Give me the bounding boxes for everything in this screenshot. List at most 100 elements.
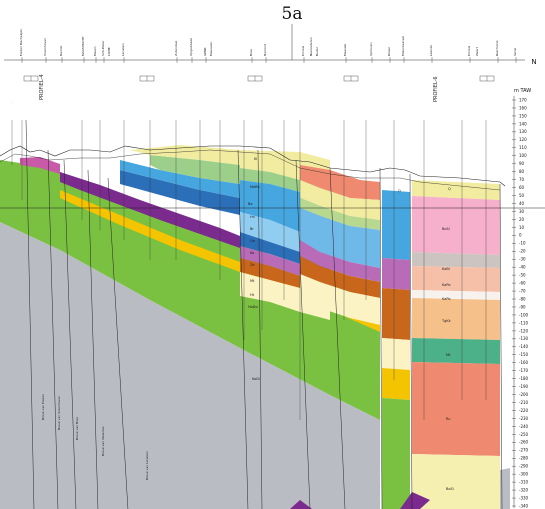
fault-label: Breuk van Eisden bbox=[41, 394, 45, 420]
depth-tick-label: -210 bbox=[519, 400, 529, 405]
layer-code: BoSi bbox=[446, 487, 454, 491]
north-label: N bbox=[531, 58, 536, 66]
graben-blue bbox=[382, 190, 410, 260]
top-label: Venlo bbox=[513, 48, 517, 56]
fault-label: Breuk van Lanaken bbox=[145, 451, 149, 480]
depth-tick-label: -10 bbox=[519, 241, 526, 246]
right-cream bbox=[412, 454, 500, 509]
right-grey bbox=[412, 252, 500, 268]
profile-label: PROFIEL-4 bbox=[39, 74, 45, 100]
top-label: Weert bbox=[475, 46, 479, 56]
top-label: LIXHE bbox=[107, 47, 111, 56]
depth-tick-label: -60 bbox=[519, 280, 526, 285]
depth-tick-label: -120 bbox=[519, 328, 529, 333]
graben-green bbox=[382, 398, 410, 509]
right-paleyellow bbox=[412, 180, 500, 200]
depth-tick-label: -30 bbox=[519, 257, 526, 262]
depth-tick-label: 80 bbox=[519, 169, 525, 174]
top-label: Mesch bbox=[93, 46, 97, 56]
depth-tick-label: 130 bbox=[519, 129, 527, 134]
top-label: Eisden Mechelgen bbox=[19, 29, 23, 56]
layer-code: Q bbox=[398, 189, 401, 193]
depth-tick-label: 140 bbox=[519, 121, 527, 126]
layer-code: BoSi bbox=[442, 227, 450, 231]
top-label: MAASTRICHT bbox=[81, 36, 85, 56]
depth-tick-label: -200 bbox=[519, 392, 529, 397]
layer-lightgreen bbox=[150, 155, 240, 184]
layer-code: Hn bbox=[250, 215, 255, 219]
top-label: Opglabbeek bbox=[189, 38, 193, 56]
top-label: Sint-Pieter bbox=[101, 40, 105, 56]
layer-paleozoic bbox=[0, 222, 380, 509]
fault-label: Breuk van Bree bbox=[75, 417, 79, 440]
depth-tick-label: 170 bbox=[519, 97, 527, 102]
rc-salmon bbox=[300, 165, 380, 200]
top-label: Vroenhoven bbox=[43, 38, 47, 56]
figure-title: 5a bbox=[282, 4, 303, 24]
depth-tick-label: 20 bbox=[519, 217, 525, 222]
depth-tick-label: -20 bbox=[519, 249, 526, 254]
borehole-codes: · bbox=[9, 103, 13, 104]
top-label: Bree bbox=[249, 49, 253, 56]
right-salmon bbox=[412, 362, 500, 456]
graben-cream bbox=[382, 338, 410, 370]
layer-code: TgKk bbox=[441, 319, 452, 323]
depth-tick-label: -190 bbox=[519, 384, 529, 389]
depth-tick-label: -280 bbox=[519, 456, 529, 461]
layer-code: KaPo bbox=[442, 283, 451, 287]
depth-tick-label: -140 bbox=[519, 344, 529, 349]
center-cream bbox=[240, 272, 330, 320]
depth-tick-label: -40 bbox=[519, 265, 526, 270]
fault-label: Breuk van Waterloo bbox=[101, 426, 105, 456]
rc-lightgreen bbox=[300, 198, 380, 230]
top-label: Meeuwen bbox=[209, 42, 213, 56]
depth-tick-label: -340 bbox=[519, 503, 529, 508]
depth-tick-label: -180 bbox=[519, 376, 529, 381]
layer-code-labels: Kl MaRe Ba Hn Br Ge Ko Ze Mt Ht HoDo KoD… bbox=[248, 157, 454, 491]
top-label: Maaseik bbox=[343, 43, 347, 56]
rc-brown bbox=[300, 256, 380, 298]
topography-line bbox=[0, 145, 506, 187]
depth-tick-label: 10 bbox=[519, 225, 525, 230]
depth-tick-label: -110 bbox=[519, 320, 529, 325]
rc-cream bbox=[300, 274, 380, 325]
graben-brown bbox=[382, 288, 410, 340]
layer-code: Ko bbox=[250, 251, 254, 255]
header-tick-marks bbox=[21, 57, 517, 63]
layer-code: Mt bbox=[446, 353, 451, 357]
rc-paleyellow bbox=[300, 180, 380, 220]
layer-code: Q bbox=[448, 187, 451, 191]
grey-patch bbox=[500, 468, 510, 509]
depth-tick-label: 100 bbox=[519, 153, 527, 158]
top-label: Zutendaal bbox=[174, 41, 178, 56]
layer-green bbox=[0, 160, 380, 420]
depth-tick-label: -220 bbox=[519, 408, 529, 413]
top-label: Neeroeteren bbox=[309, 37, 313, 56]
depth-tick-label: 50 bbox=[519, 193, 525, 198]
layer-code: KaPo bbox=[442, 297, 451, 301]
layer-code: HoDo bbox=[248, 305, 258, 309]
depth-tick-label: -80 bbox=[519, 296, 526, 301]
bottom-purple bbox=[400, 492, 430, 509]
profile-label: PROFIEL-6 bbox=[433, 76, 439, 102]
depth-tick-label: -250 bbox=[519, 432, 529, 437]
topography-line-2 bbox=[0, 149, 501, 191]
fault-labels: Breuk van Eisden Breuk van Vroenhoven Br… bbox=[41, 394, 149, 480]
right-orange bbox=[412, 298, 500, 340]
depth-tick-label: -160 bbox=[519, 360, 529, 365]
layer-code: Ze bbox=[250, 263, 255, 267]
top-label: Budel bbox=[315, 47, 319, 56]
layer-code: Mt bbox=[250, 279, 255, 283]
map-sheet-boxes bbox=[23, 75, 495, 82]
depth-tick-label: -300 bbox=[519, 472, 529, 477]
rc-purple bbox=[300, 240, 380, 282]
layer-code: Ht bbox=[250, 293, 255, 297]
depth-tick-label: -170 bbox=[519, 368, 529, 373]
depth-tick-label: 90 bbox=[519, 161, 525, 166]
borehole-traces bbox=[11, 120, 487, 420]
depth-tick-label: 110 bbox=[519, 145, 527, 150]
bottom-purple-small bbox=[290, 500, 312, 509]
top-label: Riemst bbox=[59, 45, 63, 56]
layer-code: KaBi bbox=[442, 267, 450, 271]
right-white bbox=[412, 290, 500, 300]
